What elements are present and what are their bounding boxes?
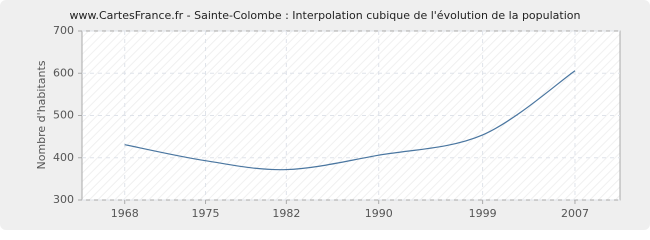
chart: www.CartesFrance.fr - Sainte-Colombe : I… (0, 0, 650, 230)
chart-title: www.CartesFrance.fr - Sainte-Colombe : I… (69, 9, 580, 22)
x-tick-label: 2007 (561, 207, 589, 220)
y-tick-label: 600 (53, 66, 74, 79)
y-tick-label: 300 (53, 193, 74, 206)
data-line (124, 70, 576, 171)
x-tick-label: 1968 (111, 207, 139, 220)
y-tick-label: 700 (53, 24, 74, 37)
x-tick-label: 1990 (365, 207, 393, 220)
y-axis-label: Nombre d'habitants (35, 60, 48, 169)
y-tick-label: 500 (53, 109, 74, 122)
x-tick-label: 1982 (272, 207, 300, 220)
x-tick-label: 1975 (192, 207, 220, 220)
y-tick-label: 400 (53, 151, 74, 164)
x-tick-label: 1999 (469, 207, 497, 220)
